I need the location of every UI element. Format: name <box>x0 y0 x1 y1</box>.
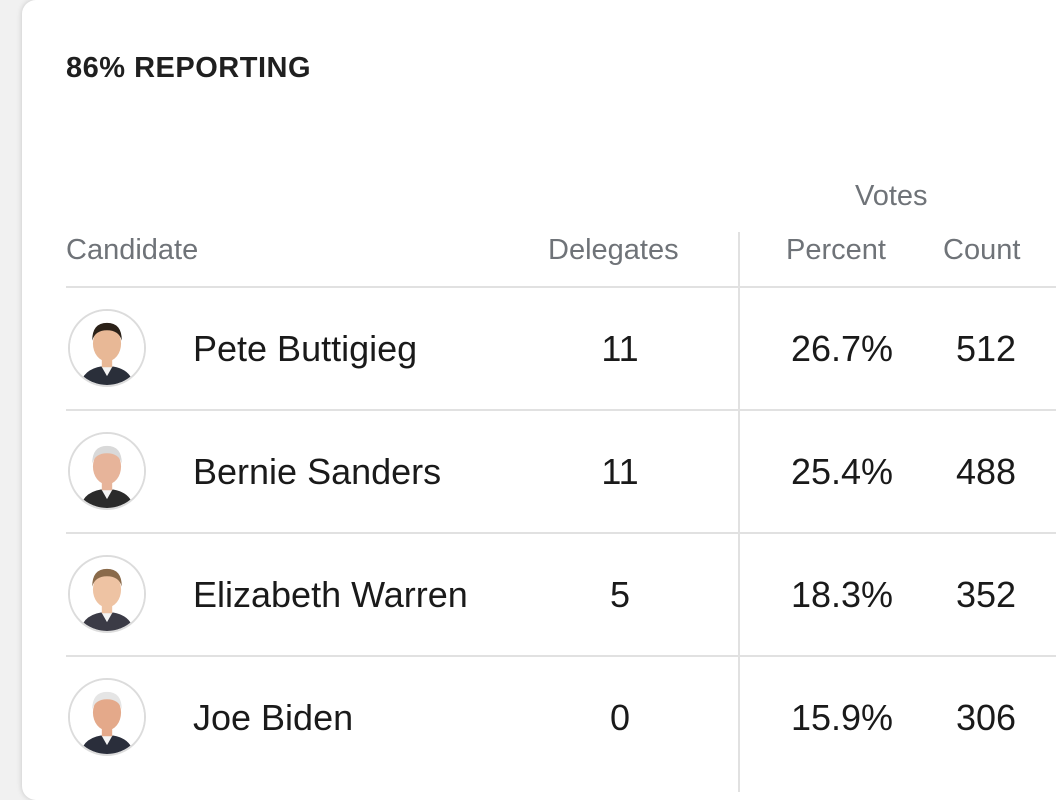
candidate-avatar <box>68 555 146 633</box>
delegates-value: 5 <box>609 574 631 615</box>
delegates-value: 11 <box>601 451 639 492</box>
percent-value: 25.4% <box>790 451 894 492</box>
candidate-name: Bernie Sanders <box>193 451 442 492</box>
table-row[interactable]: Elizabeth Warren 5 18.3% 352 <box>0 534 1063 656</box>
table-row[interactable]: Joe Biden 0 15.9% 306 <box>0 657 1063 779</box>
candidate-name: Joe Biden <box>193 697 354 738</box>
count-value: 352 <box>955 574 1017 615</box>
count-value: 306 <box>955 697 1017 738</box>
count-value: 512 <box>955 328 1017 369</box>
table-row[interactable]: Pete Buttigieg 11 26.7% 512 <box>0 288 1063 410</box>
delegates-value: 11 <box>601 328 639 369</box>
delegates-column-header: Delegates <box>548 234 679 266</box>
candidate-avatar <box>68 432 146 510</box>
candidate-name: Elizabeth Warren <box>193 574 468 615</box>
count-value: 488 <box>955 451 1017 492</box>
candidate-avatar <box>68 309 146 387</box>
row-divider <box>66 655 1056 657</box>
row-divider <box>66 409 1056 411</box>
results-card <box>22 0 1063 800</box>
percent-value: 15.9% <box>790 697 894 738</box>
percent-column-header: Percent <box>786 234 886 266</box>
header-divider <box>66 286 1056 288</box>
percent-value: 26.7% <box>790 328 894 369</box>
delegates-value: 0 <box>609 697 631 738</box>
candidate-column-header: Candidate <box>66 234 199 266</box>
candidate-portrait-icon <box>70 434 144 508</box>
percent-value: 18.3% <box>790 574 894 615</box>
candidate-portrait-icon <box>70 680 144 754</box>
row-divider <box>66 532 1056 534</box>
count-column-header: Count <box>943 234 1021 266</box>
votes-column-divider <box>738 232 740 792</box>
reporting-status: 86% REPORTING <box>66 52 311 84</box>
candidate-avatar <box>68 678 146 756</box>
candidate-portrait-icon <box>70 557 144 631</box>
votes-group-header: Votes <box>855 180 928 212</box>
candidate-portrait-icon <box>70 311 144 385</box>
table-row[interactable]: Bernie Sanders 11 25.4% 488 <box>0 411 1063 533</box>
candidate-name: Pete Buttigieg <box>193 328 418 369</box>
